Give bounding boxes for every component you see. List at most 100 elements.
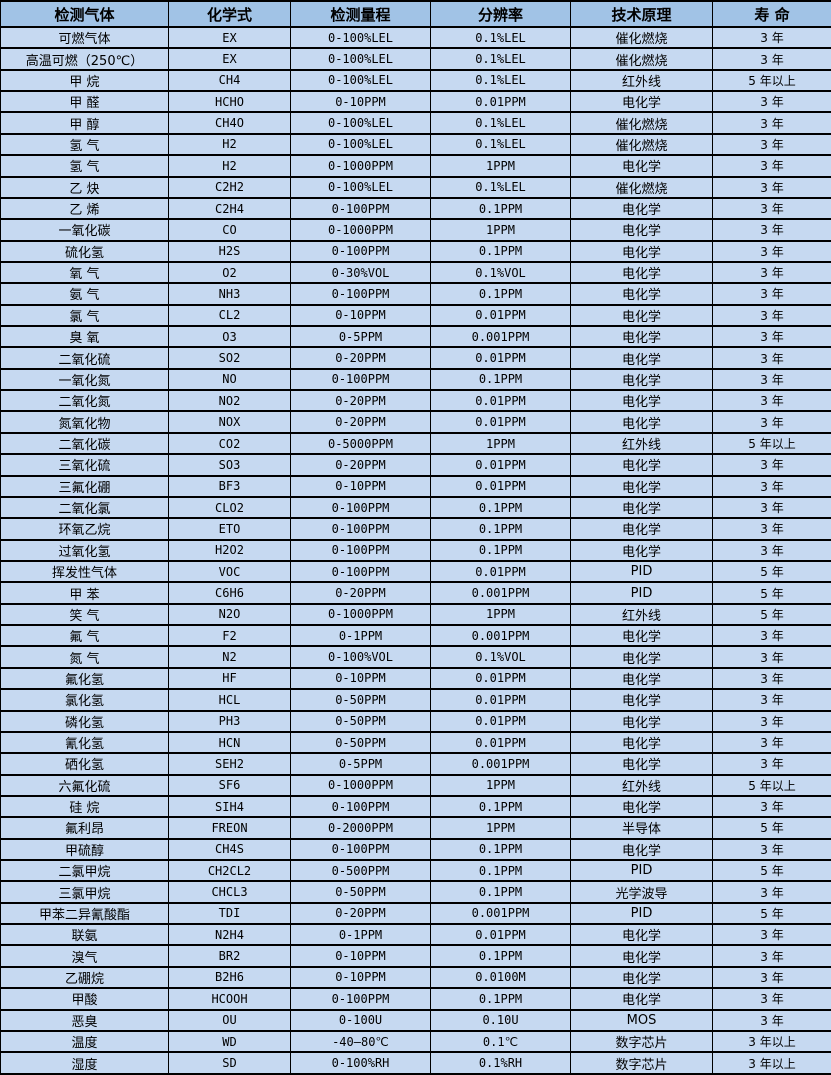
cell-formula: CHCL3 [168, 880, 291, 904]
cell-formula: C6H6 [168, 581, 291, 605]
cell-range: 0-20PPM [290, 410, 431, 434]
cell-gas: 三氟化硼 [0, 474, 169, 498]
table-header-row: 检测气体 化学式 检测量程 分辨率 技术原理 寿 命 [0, 0, 831, 28]
cell-life: 3 年 [712, 410, 831, 434]
cell-formula: SO2 [168, 346, 291, 370]
cell-life: 5 年 [712, 816, 831, 840]
cell-resolution: 0.1PPM [430, 858, 571, 883]
cell-gas: 氯 气 [0, 303, 169, 328]
table-row: 一氧化氮 NO 0-100PPM 0.1PPM 电化学 3 年 [0, 367, 831, 392]
cell-resolution: 0.1PPM [430, 944, 571, 968]
cell-formula: HF [168, 666, 291, 691]
cell-formula: HCN [168, 730, 291, 755]
cell-formula: C2H2 [168, 175, 291, 199]
cell-life: 3 年 [712, 196, 831, 221]
cell-range: 0-10PPM [290, 90, 431, 114]
cell-formula: SIH4 [168, 794, 291, 819]
cell-range: 0-50PPM [290, 688, 431, 712]
cell-life: 5 年以上 [712, 431, 831, 456]
cell-principle: 光学波导 [570, 880, 713, 904]
cell-life: 3 年 [712, 25, 831, 50]
cell-formula: CO2 [168, 431, 291, 456]
cell-resolution: 0.01PPM [430, 453, 571, 477]
cell-resolution: 0.01PPM [430, 389, 571, 413]
cell-resolution: 0.01PPM [430, 474, 571, 498]
cell-range: 0-20PPM [290, 389, 431, 413]
cell-life: 5 年 [712, 858, 831, 883]
cell-formula: CLO2 [168, 495, 291, 520]
cell-principle: 数字芯片 [570, 1051, 713, 1075]
cell-principle: 电化学 [570, 154, 713, 178]
table-row: 磷化氢 PH3 0-50PPM 0.01PPM 电化学 3 年 [0, 709, 831, 733]
cell-life: 3 年 [712, 154, 831, 178]
cell-resolution: 0.1%VOL [430, 260, 571, 285]
cell-gas: 磷化氢 [0, 709, 169, 733]
cell-formula: EX [168, 47, 291, 71]
cell-gas: 硫化氢 [0, 239, 169, 263]
table-row: 三氯甲烷 CHCL3 0-50PPM 0.1PPM 光学波导 3 年 [0, 880, 831, 904]
cell-resolution: 0.10U [430, 1008, 571, 1032]
cell-principle: 红外线 [570, 602, 713, 627]
cell-resolution: 1PPM [430, 154, 571, 178]
cell-gas: 氨 气 [0, 282, 169, 306]
cell-resolution: 0.001PPM [430, 901, 571, 926]
cell-formula: O2 [168, 260, 291, 285]
cell-resolution: 0.01PPM [430, 923, 571, 947]
cell-gas: 联氨 [0, 923, 169, 947]
cell-gas: 氧 气 [0, 260, 169, 285]
cell-life: 3 年 [712, 837, 831, 862]
table-row: 硅 烷 SIH4 0-100PPM 0.1PPM 电化学 3 年 [0, 794, 831, 819]
cell-resolution: 0.01PPM [430, 709, 571, 733]
table-row: 二氧化氯 CLO2 0-100PPM 0.1PPM 电化学 3 年 [0, 495, 831, 520]
cell-life: 5 年 [712, 602, 831, 627]
cell-principle: 电化学 [570, 666, 713, 691]
cell-life: 3 年 [712, 218, 831, 242]
table-row: 联氨 N2H4 0-1PPM 0.01PPM 电化学 3 年 [0, 923, 831, 947]
cell-formula: HCOOH [168, 987, 291, 1011]
table-row: 恶臭 OU 0-100U 0.10U MOS 3 年 [0, 1008, 831, 1032]
cell-principle: 电化学 [570, 389, 713, 413]
cell-principle: 电化学 [570, 944, 713, 968]
cell-principle: 电化学 [570, 495, 713, 520]
cell-formula: CL2 [168, 303, 291, 328]
cell-principle: PID [570, 581, 713, 605]
cell-gas: 乙硼烷 [0, 965, 169, 990]
cell-range: 0-5PPM [290, 752, 431, 776]
cell-life: 3 年 [712, 709, 831, 733]
cell-life: 3 年 [712, 389, 831, 413]
cell-resolution: 0.1℃ [430, 1029, 571, 1054]
cell-principle: 电化学 [570, 282, 713, 306]
cell-formula: FREON [168, 816, 291, 840]
cell-resolution: 0.1PPM [430, 880, 571, 904]
cell-gas: 甲苯二异氰酸酯 [0, 901, 169, 926]
table-row: 氮氧化物 NOX 0-20PPM 0.01PPM 电化学 3 年 [0, 410, 831, 434]
cell-life: 5 年 [712, 559, 831, 584]
cell-gas: 环氧乙烷 [0, 517, 169, 541]
cell-life: 3 年 [712, 474, 831, 498]
cell-principle: 电化学 [570, 90, 713, 114]
cell-life: 3 年 [712, 944, 831, 968]
table-row: 可燃气体 EX 0-100%LEL 0.1%LEL 催化燃烧 3 年 [0, 25, 831, 50]
cell-resolution: 0.01PPM [430, 730, 571, 755]
cell-principle: PID [570, 559, 713, 584]
cell-resolution: 0.01PPM [430, 410, 571, 434]
cell-resolution: 0.0100M [430, 965, 571, 990]
cell-resolution: 1PPM [430, 602, 571, 627]
cell-resolution: 0.1%LEL [430, 132, 571, 157]
cell-principle: 电化学 [570, 410, 713, 434]
cell-life: 5 年以上 [712, 773, 831, 797]
cell-gas: 甲 烷 [0, 68, 169, 93]
cell-formula: O3 [168, 325, 291, 349]
cell-formula: CH2CL2 [168, 858, 291, 883]
cell-range: 0-100%LEL [290, 111, 431, 135]
table-row: 臭 氧 O3 0-5PPM 0.001PPM 电化学 3 年 [0, 325, 831, 349]
cell-formula: BF3 [168, 474, 291, 498]
cell-formula: N2O [168, 602, 291, 627]
table-row: 甲 苯 C6H6 0-20PPM 0.001PPM PID 5 年 [0, 581, 831, 605]
cell-life: 3 年 [712, 367, 831, 392]
table-row: 乙硼烷 B2H6 0-10PPM 0.0100M 电化学 3 年 [0, 965, 831, 990]
cell-gas: 氯化氢 [0, 688, 169, 712]
cell-resolution: 0.1PPM [430, 196, 571, 221]
cell-life: 3 年 [712, 538, 831, 563]
table-row: 六氟化硫 SF6 0-1000PPM 1PPM 红外线 5 年以上 [0, 773, 831, 797]
